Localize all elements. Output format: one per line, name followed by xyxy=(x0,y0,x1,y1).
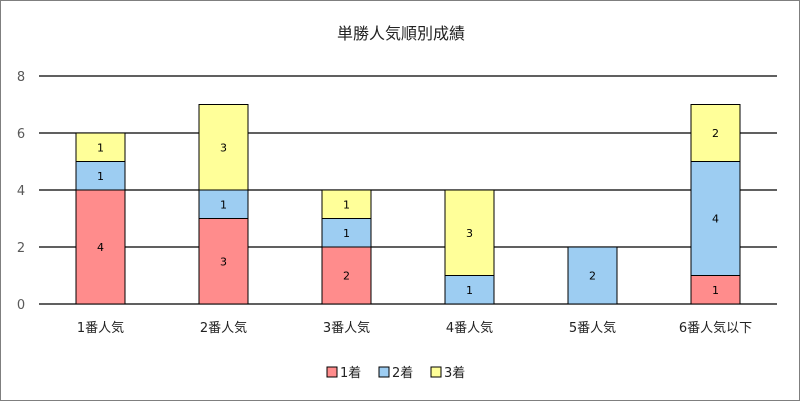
legend: 1着 2着 3着 xyxy=(326,365,465,381)
legend-label: 2着 xyxy=(392,365,413,381)
data-label: 2 xyxy=(343,270,350,283)
bar-segment xyxy=(321,189,372,219)
data-label: 1 xyxy=(220,198,227,211)
data-label: 1 xyxy=(712,284,719,297)
bar-segment xyxy=(567,246,618,305)
x-category-label: 4番人気 xyxy=(446,320,493,336)
chart-title: 単勝人気順別成績 xyxy=(337,24,465,43)
bar-segment xyxy=(444,189,495,276)
bar-segment xyxy=(690,275,741,305)
bar-segment xyxy=(690,104,741,162)
legend-swatch xyxy=(378,366,390,378)
data-label: 1 xyxy=(343,227,350,240)
legend-label: 3着 xyxy=(444,365,465,381)
bar-segment xyxy=(444,275,495,305)
y-tick-label: 0 xyxy=(17,298,25,313)
bars: 4 1 1 3 1 3 2 1 1 1 3 2 1 4 2 xyxy=(75,104,741,305)
data-label: 1 xyxy=(97,141,104,154)
y-tick-label: 2 xyxy=(17,241,25,256)
bar-segment xyxy=(75,132,126,162)
y-tick-label: 6 xyxy=(17,127,25,142)
gridlines xyxy=(39,75,777,305)
x-axis-categories: 1番人気 2番人気 3番人気 4番人気 5番人気 6番人気以下 xyxy=(77,320,752,336)
legend-label: 1着 xyxy=(340,365,361,381)
bar-segment xyxy=(321,246,372,305)
data-label: 3 xyxy=(220,141,227,154)
x-category-label: 2番人気 xyxy=(200,320,247,336)
data-label: 3 xyxy=(466,227,473,240)
legend-swatch xyxy=(430,366,442,378)
x-category-label: 5番人気 xyxy=(569,320,616,336)
data-label: 2 xyxy=(712,127,719,140)
data-label: 2 xyxy=(589,270,596,283)
y-axis-ticks: 0 2 4 6 8 xyxy=(17,70,25,313)
bar-segment xyxy=(75,189,126,305)
bar-segment xyxy=(321,218,372,248)
x-category-label: 3番人気 xyxy=(323,320,370,336)
data-label: 1 xyxy=(97,170,104,183)
y-tick-label: 8 xyxy=(17,70,25,85)
y-tick-label: 4 xyxy=(17,184,25,199)
data-label: 3 xyxy=(220,255,227,268)
legend-swatch xyxy=(326,366,338,378)
x-category-label: 6番人気以下 xyxy=(679,320,752,336)
bar-segment xyxy=(690,161,741,276)
bar-segment xyxy=(198,104,249,191)
data-label: 1 xyxy=(466,284,473,297)
data-label: 4 xyxy=(97,241,104,254)
x-category-label: 1番人気 xyxy=(77,320,124,336)
data-label: 1 xyxy=(343,198,350,211)
data-label: 4 xyxy=(712,213,719,226)
bar-segment xyxy=(75,161,126,191)
